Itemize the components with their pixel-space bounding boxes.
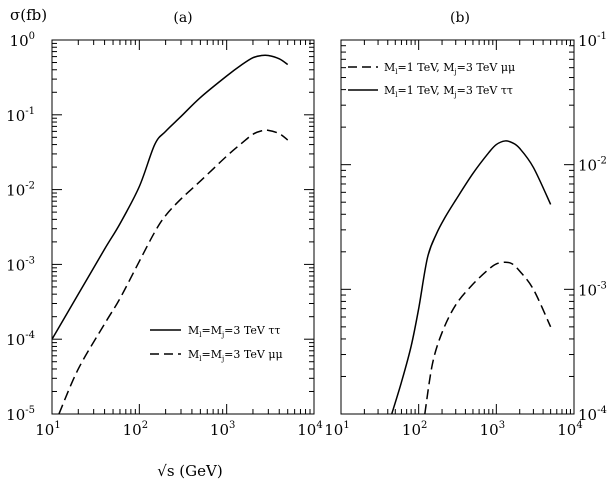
x-tick-label-a: 103: [210, 420, 235, 439]
y-tick-label-a: 10-3: [6, 255, 35, 274]
y-tick-label-b: 10-4: [578, 405, 607, 424]
legend-item-a-1: Ml=Mj=3 TeV μμ: [150, 348, 283, 363]
legend-label-a-0: Ml=Mj=3 TeV ττ: [188, 324, 281, 339]
y-tick-label-a: 100: [10, 31, 35, 50]
series-line-a-1: [59, 130, 288, 414]
y-tick-label-a: 10-5: [6, 405, 35, 424]
y-axis-title: σ(fb): [10, 6, 47, 24]
y-tick-label-a: 10-2: [6, 181, 35, 200]
panel-a-label: (a): [173, 10, 192, 26]
panel-a-legend: Ml=Mj=3 TeV ττ Ml=Mj=3 TeV μμ: [150, 324, 283, 363]
series-line-b-0: [425, 262, 551, 414]
y-tick-label-a: 10-1: [6, 106, 35, 125]
series-line-a-0: [52, 55, 288, 339]
y-tick-label-b: 10-2: [578, 156, 607, 175]
x-tick-label-b: 101: [324, 420, 349, 439]
panel-b-legend: Ml=1 TeV, Mj=3 TeV μμ Ml=1 TeV, Mj=3 TeV…: [348, 61, 515, 99]
x-tick-label-a: 101: [35, 420, 60, 439]
legend-label-b-0: Ml=1 TeV, Mj=3 TeV μμ: [384, 61, 515, 76]
legend-item-b-0: Ml=1 TeV, Mj=3 TeV μμ: [348, 61, 515, 76]
x-tick-label-b: 102: [402, 420, 427, 439]
panel-a: (a) σ(fb) √s (GeV) 101 102 103 104 100 10-1 10…: [6, 6, 323, 480]
series-line-b-1: [392, 141, 551, 414]
panel-b-label: (b): [450, 10, 470, 26]
legend-item-a-0: Ml=Mj=3 TeV ττ: [150, 324, 281, 339]
x-axis-title: √s (GeV): [157, 462, 222, 480]
legend-label-a-1: Ml=Mj=3 TeV μμ: [188, 348, 283, 363]
y-tick-label-b: 10-3: [578, 280, 607, 299]
legend-label-b-1: Ml=1 TeV, Mj=3 TeV ττ: [384, 84, 513, 99]
x-tick-label-a: 104: [297, 420, 322, 439]
y-tick-label-b: 10-1: [578, 31, 607, 50]
x-tick-label-a: 102: [123, 420, 148, 439]
legend-item-b-1: Ml=1 TeV, Mj=3 TeV ττ: [348, 84, 513, 99]
y-tick-label-a: 10-4: [6, 330, 35, 349]
x-tick-label-b: 103: [480, 420, 505, 439]
panel-b-series: [392, 141, 551, 414]
